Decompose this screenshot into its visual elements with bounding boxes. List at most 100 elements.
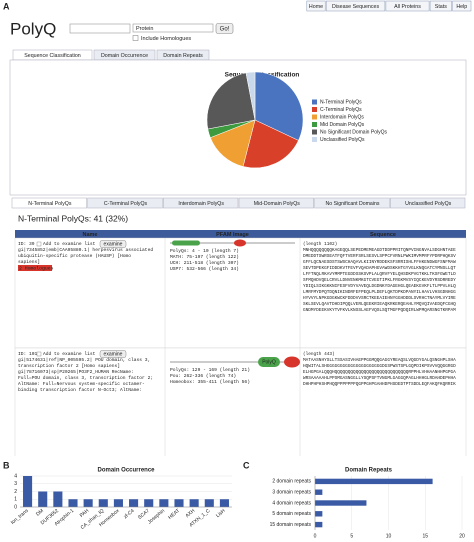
search-input[interactable] [69,23,131,34]
column-header: Sequence [370,232,396,238]
subtab[interactable] [314,197,390,209]
screenshot: Help Stats All Proteins Disease Sequences Ho… [9,0,472,456]
go-label[interactable]: Go! [220,27,230,33]
nav-button[interactable] [452,0,472,12]
pfam-line: MATH: 75-197 (length 122) [170,254,239,260]
panel-label: A [3,1,10,11]
sequence-line: (length 443) [303,352,335,357]
y-tick-label: 4 domain repeats [272,500,311,506]
pie-slice [206,72,256,130]
sequence-line: YDIQLSIKGKKNIFESFVDYVAVEQLDGDNKYDAGEHGLQ… [303,284,456,289]
pfam-line: USP7: 532-566 (length 34) [170,266,239,272]
bar [219,499,229,507]
legend-swatch [312,129,317,135]
legend-label: No Significant Domain PolyQs [320,129,387,135]
nav-button[interactable] [429,0,452,12]
legend-label: Unclassified PolyQs [320,137,365,143]
examine-button[interactable] [99,240,127,248]
subtab-label[interactable]: Mid-Domain PolyQs [254,201,301,207]
sequence-line: WRSAAAAAHLPPSMGASNGGLLYSQPSFTVNGMLGAGGQP… [303,376,456,381]
subtab-label[interactable]: No Significant Domains [326,201,380,207]
nav-label[interactable]: Home [309,4,323,10]
examine-label[interactable]: examine [104,351,123,357]
x-tick-label: 20 [459,533,465,539]
bar [174,499,184,507]
chart-title: Domain Repeats [345,468,393,474]
legend-swatch [312,114,317,120]
tab-label[interactable]: Sequence Classification [24,53,81,59]
legend-label: C-Terminal PolyQs [320,107,362,113]
legend-label: N-Terminal PolyQs [320,99,362,105]
bar [53,491,63,507]
sequence-line: GFFLQCNAESDSTSWSCHAQAVLKIINYRDDEKSFSRRIS… [303,260,456,265]
sequence-line: MATAASNHYSLLTSSASIVHAEPPGGMQQGAGGYREAQSL… [303,358,456,363]
x-tick-label: 0 [314,533,317,539]
subtab[interactable] [163,197,239,209]
logo: PolyQ [10,19,56,38]
checkbox[interactable] [36,241,42,247]
y-tick-label: 2 [14,489,17,495]
homologues-badge[interactable] [18,265,52,271]
y-tick-label: 1 [14,497,17,503]
bar [23,476,33,507]
nav-label[interactable]: All Proteins [394,4,421,10]
select-label[interactable]: Protein [136,26,153,32]
sequence-line: SFMQHDVQELCRVLLDNVENKMKGTCVEGTIPKLFRGKMV… [303,278,456,283]
nav-button[interactable] [325,0,386,12]
tab-label[interactable]: Domain Occurrence [101,53,148,59]
checkbox[interactable] [132,35,139,41]
x-tick-label: 5 [350,533,353,539]
pfam-badge: PolyQ [262,359,276,365]
bar [315,511,323,517]
tab-label[interactable]: Domain Repeats [163,53,203,59]
description-line: binding transcription factor N-Oct3; Alt… [18,387,142,393]
y-tick-label: 0 [14,504,17,510]
bar [144,499,154,507]
checkbox[interactable] [36,351,42,357]
x-tick-label: 15 [422,533,428,539]
y-tick-label: 3 domain repeats [272,490,311,496]
nav-label[interactable]: Disease Sequences [332,4,379,10]
sequence-line: MNHQQQQQQQQKAGEQQLSEPEDMEMEAGDTDDPPRITQN… [303,248,456,253]
examine-button[interactable] [99,350,127,358]
subtab-label[interactable]: Interdomain PolyQs [178,201,224,207]
bar [129,499,139,507]
select[interactable] [132,23,214,33]
x-tick-label: Josephin [147,508,166,526]
homologues-label[interactable]: 2 Homologues [19,265,54,271]
x-tick-label: 10 [386,533,392,539]
add-label: Add to examine list [43,351,96,357]
sequence-line: HYVVYLNPKGDGKWCKFDDDVVSRCTKEEAIEHNYGGHDD… [303,296,456,301]
bar [189,499,199,507]
nav-label[interactable]: Stats [435,4,447,10]
legend-label: Mid Domain PolyQs [320,122,365,128]
pfam-line: Homeobox: 355-411 (length 56) [170,379,250,385]
go-button[interactable] [215,23,234,34]
examine-label[interactable]: examine [104,241,123,247]
y-tick-label: 2 domain repeats [272,479,311,485]
y-tick-label: 3 [14,481,17,487]
pfam-domain [172,240,200,246]
description-line: gi|7345852|emb|CAA95880.1| herpesvirus a… [18,247,153,253]
nav-button[interactable] [385,0,430,12]
add-label: Add to examine list [43,241,96,247]
row-id: ID: 101 [18,351,38,357]
subtab-label[interactable]: C-Terminal PolyQs [104,201,148,207]
sequence-line: GNDMYDEEKVKYTVFKVLKNSSLAEFVQSLSQTMGFPQDQ… [303,308,456,313]
subtab[interactable] [11,197,87,209]
table-row [14,347,467,456]
subtab-label[interactable]: Unclassified PolyQs [405,201,452,207]
subtab[interactable] [390,197,466,209]
subtab-label[interactable]: N-Terminal PolyQs [28,201,72,207]
column-header: PFAM Image [216,232,249,238]
pfam-line: UCH: 211-518 (length 307) [170,260,239,266]
nav-button[interactable] [306,0,326,12]
nav-label[interactable]: Help [456,4,467,10]
subtab[interactable] [238,197,314,209]
bar [98,499,108,507]
x-tick-label: LisH [215,508,227,519]
subtab[interactable] [87,197,163,209]
bar [315,521,323,528]
bar [68,499,78,507]
